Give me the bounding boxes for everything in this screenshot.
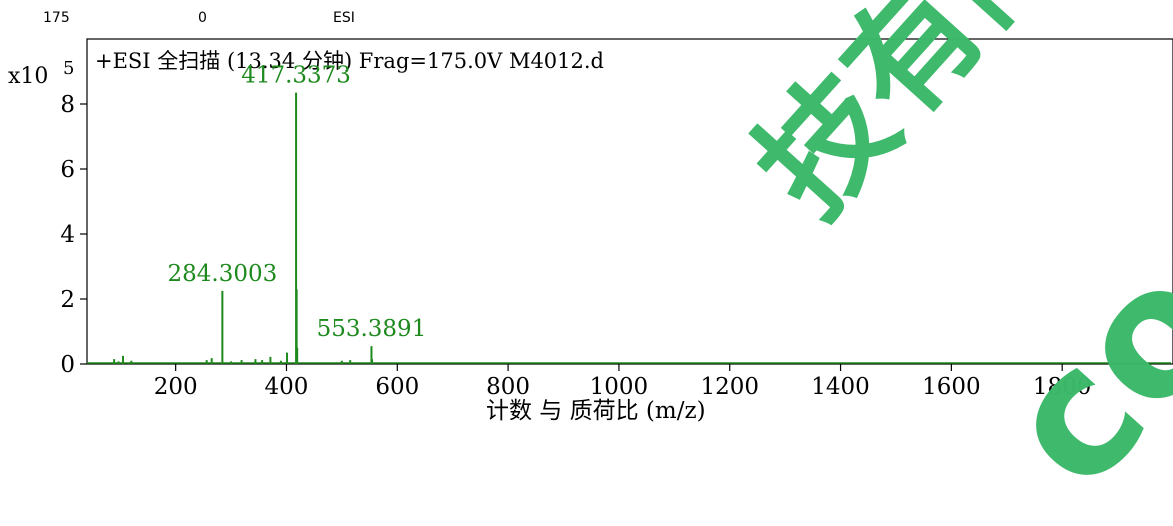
x-tick-label: 800	[486, 374, 530, 400]
plot-frame	[86, 38, 1173, 365]
x-tick-label: 1800	[1033, 374, 1092, 400]
peak-label: 417.3373	[241, 63, 351, 89]
x-axis-label: 计数 与 质荷比 (m/z)	[486, 398, 706, 423]
y-scale-exponent: 5	[63, 58, 74, 79]
header-ion: ESI	[333, 10, 355, 26]
x-tick-label: 600	[375, 374, 419, 400]
y-tick-label: 6	[60, 157, 75, 183]
y-tick-label: 2	[60, 287, 75, 313]
y-tick-label: 8	[60, 92, 75, 118]
x-tick-label: 200	[154, 374, 198, 400]
x-tick-label: 1400	[811, 374, 870, 400]
x-tick-label: 1200	[700, 374, 759, 400]
y-tick-label: 0	[60, 352, 75, 378]
header-cid: 0	[198, 10, 207, 26]
x-tick-label: 1600	[922, 374, 981, 400]
y-scale-label: x10	[8, 64, 48, 89]
x-tick-label: 1000	[590, 374, 649, 400]
y-tick-label: 4	[60, 222, 75, 248]
chart-title: +ESI 全扫描 (13.34 分钟) Frag=175.0V M4012.d	[95, 49, 604, 73]
peak-label: 284.3003	[167, 261, 277, 287]
header-frag: 175	[43, 10, 70, 26]
mass-spectrum-chart: +ESI 全扫描 (13.34 分钟) Frag=175.0V M4012.d …	[8, 38, 1173, 423]
x-tick-label: 400	[265, 374, 309, 400]
peak-label: 553.3891	[317, 316, 427, 342]
